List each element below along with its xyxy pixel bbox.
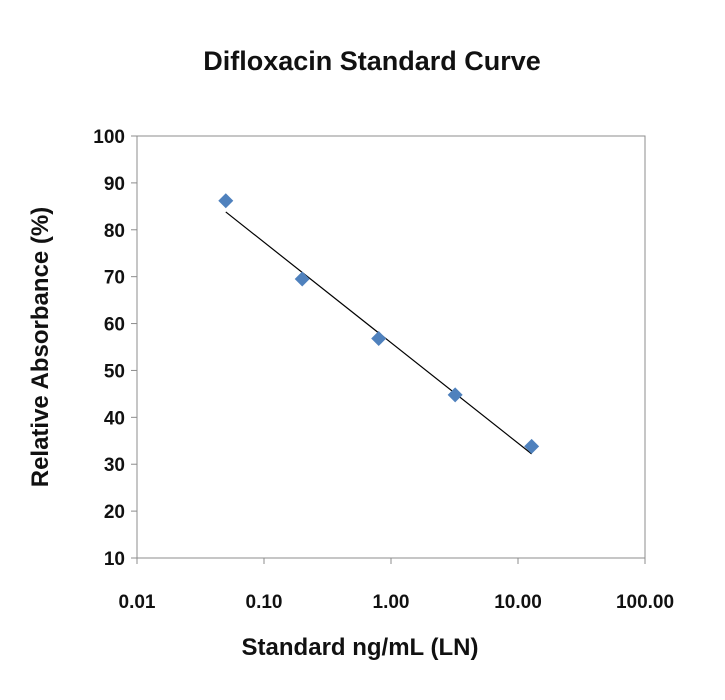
y-axis-label: Relative Absorbance (%) — [27, 207, 54, 488]
plot-area — [136, 135, 646, 559]
data-point-diamond — [371, 331, 387, 347]
y-axis: 10 20 30 40 50 60 70 80 90 100 — [93, 127, 137, 570]
y-tick-label: 50 — [104, 361, 125, 382]
data-point-diamond — [218, 193, 234, 209]
x-axis: 0.01 0.10 1.00 10.00 100.00 — [119, 558, 674, 613]
data-point-diamond — [294, 271, 310, 287]
y-tick-label: 30 — [104, 455, 125, 476]
x-axis-label: Standard ng/mL (LN) — [242, 634, 479, 661]
x-tick-label: 10.00 — [494, 592, 542, 613]
y-tick-label: 10 — [104, 549, 125, 570]
y-tick-label: 60 — [104, 315, 125, 336]
y-tick-label: 100 — [93, 127, 125, 148]
x-tick-label: 1.00 — [373, 592, 410, 613]
data-points — [218, 193, 540, 454]
y-tick-label: 90 — [104, 174, 125, 195]
data-point-diamond — [524, 438, 540, 454]
y-tick-label: 20 — [104, 502, 125, 523]
y-tick-label: 80 — [104, 221, 125, 242]
y-tick-label: 70 — [104, 268, 125, 289]
x-tick-label: 0.10 — [246, 592, 283, 613]
y-tick-label: 40 — [104, 408, 125, 429]
data-point-diamond — [447, 387, 463, 403]
x-tick-label: 100.00 — [616, 592, 674, 613]
chart-title: Difloxacin Standard Curve — [203, 46, 541, 76]
x-tick-label: 0.01 — [119, 592, 156, 613]
